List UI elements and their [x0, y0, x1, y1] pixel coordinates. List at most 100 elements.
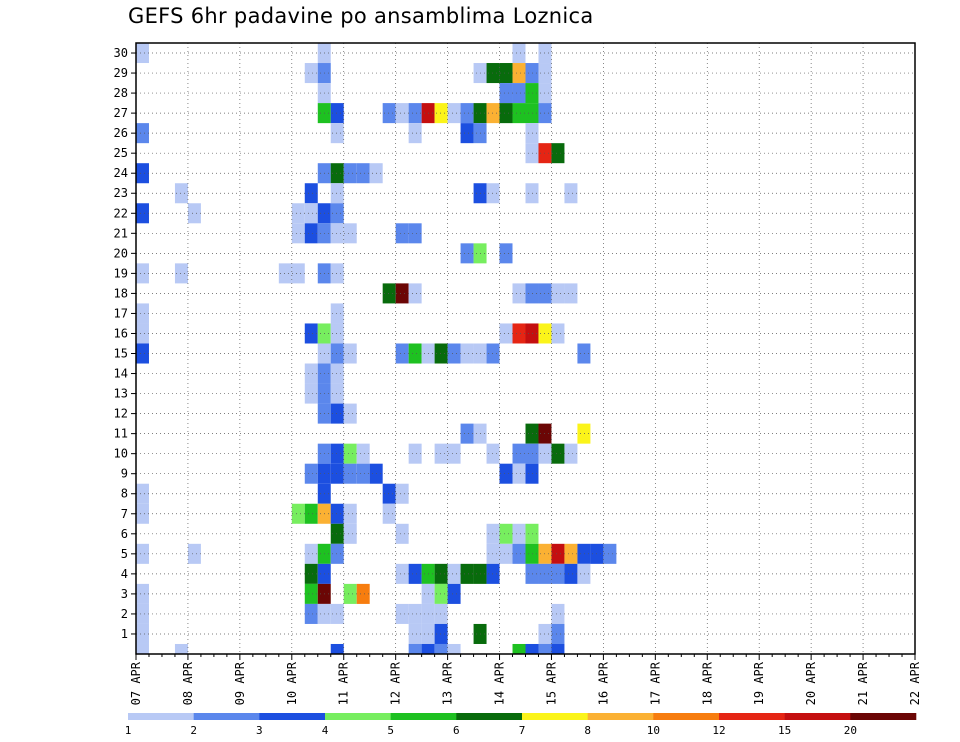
- heatmap-cell: [434, 643, 448, 654]
- colorbar-swatch: [784, 713, 851, 720]
- colorbar-label: 1: [125, 724, 132, 737]
- y-tick-label: 25: [114, 146, 128, 160]
- heatmap-cell: [395, 283, 409, 304]
- y-tick-label: 19: [114, 266, 128, 280]
- heatmap-cell: [291, 263, 305, 284]
- heatmap-cell: [447, 343, 461, 364]
- y-tick-label: 17: [114, 306, 128, 320]
- heatmap-cell: [525, 543, 539, 564]
- y-tick-label: 1: [121, 627, 128, 641]
- heatmap-cell: [525, 63, 539, 84]
- heatmap-cell: [564, 443, 578, 464]
- heatmap-cell: [525, 183, 539, 204]
- heatmap-cell: [304, 463, 318, 484]
- heatmap-cell: [136, 543, 149, 564]
- heatmap-cell: [538, 643, 552, 654]
- heatmap-cell: [551, 543, 565, 564]
- x-tick-label: 09 APR: [233, 661, 247, 705]
- heatmap-cell: [330, 203, 344, 224]
- heatmap-cell: [136, 343, 149, 364]
- heatmap-cell: [499, 103, 513, 124]
- y-tick-label: 28: [114, 86, 128, 100]
- heatmap-cell: [447, 443, 461, 464]
- heatmap-cell: [304, 543, 318, 564]
- heatmap-cell: [304, 603, 318, 624]
- heatmap-cell: [330, 383, 344, 404]
- heatmap-cell: [304, 363, 318, 384]
- heatmap-cell: [512, 103, 526, 124]
- heatmap-cell: [486, 543, 500, 564]
- heatmap-cell: [174, 183, 188, 204]
- heatmap-cell: [525, 143, 539, 164]
- colorbar-swatch: [850, 713, 917, 720]
- heatmap-cell: [304, 183, 318, 204]
- heatmap-cell: [460, 563, 474, 584]
- heatmap-cell: [136, 623, 149, 644]
- heatmap-cell: [408, 603, 422, 624]
- heatmap-cell: [330, 103, 344, 124]
- heatmap-cell: [395, 563, 409, 584]
- heatmap-cell: [408, 443, 422, 464]
- heatmap-cell: [304, 323, 318, 344]
- y-tick-label: 7: [121, 507, 128, 521]
- heatmap-cell: [343, 223, 357, 244]
- heatmap-cell: [408, 223, 422, 244]
- colorbar-swatch: [522, 713, 588, 720]
- x-tick-label: 08 APR: [181, 661, 195, 705]
- heatmap-cell: [330, 603, 344, 624]
- colorbar-swatch: [325, 713, 391, 720]
- colorbar-swatch: [456, 713, 523, 720]
- x-tick-label: 19 APR: [752, 661, 766, 705]
- heatmap-cell: [434, 603, 448, 624]
- y-tick-label: 3: [121, 587, 128, 601]
- heatmap-cell: [343, 463, 357, 484]
- heatmap-cell: [525, 83, 539, 104]
- heatmap-cell: [343, 403, 357, 424]
- heatmap-cell: [291, 503, 305, 524]
- heatmap-cell: [499, 83, 513, 104]
- heatmap-cell: [395, 343, 409, 364]
- heatmap-cell: [382, 483, 396, 504]
- heatmap-cell: [174, 263, 188, 284]
- heatmap-cell: [330, 263, 344, 284]
- heatmap-cell: [330, 303, 344, 324]
- heatmap-cell: [395, 103, 409, 124]
- heatmap-cell: [551, 443, 565, 464]
- heatmap-cell: [434, 103, 448, 124]
- y-tick-label: 29: [114, 66, 128, 80]
- heatmap-cell: [551, 283, 565, 304]
- y-tick-label: 21: [114, 226, 128, 240]
- heatmap-cell: [408, 283, 422, 304]
- y-tick-label: 26: [114, 126, 128, 140]
- heatmap-cell: [434, 343, 448, 364]
- heatmap-cell: [577, 543, 591, 564]
- colorbar-label: 4: [322, 724, 329, 737]
- heatmap-cell: [551, 603, 565, 624]
- heatmap-cell: [551, 323, 565, 344]
- heatmap-cell: [512, 543, 526, 564]
- heatmap-cell: [447, 563, 461, 584]
- heatmap-cell: [356, 583, 370, 604]
- heatmap-cell: [512, 43, 526, 64]
- heatmap-cell: [512, 323, 526, 344]
- heatmap-cell: [512, 63, 526, 84]
- heatmap-cell: [551, 143, 565, 164]
- heatmap-cells: [136, 43, 617, 654]
- x-axis: 07 APR 08 APR 09 APR 10 APR 11 APR 12 APR 13 A…: [129, 654, 922, 705]
- x-tick-label: 20 APR: [804, 661, 818, 705]
- heatmap-cell: [499, 63, 513, 84]
- colorbar-legend: 1 2 3 4 5 6 7 8 10 12 15 20: [125, 713, 917, 737]
- heatmap-cell: [486, 183, 500, 204]
- heatmap-cell: [330, 123, 344, 144]
- heatmap-cell: [330, 443, 344, 464]
- heatmap-cell: [525, 643, 539, 654]
- heatmap-cell: [330, 643, 344, 654]
- heatmap-cell: [395, 223, 409, 244]
- y-tick-label: 5: [121, 547, 128, 561]
- x-tick-label: 21 APR: [856, 661, 870, 705]
- heatmap-cell: [525, 423, 539, 444]
- colorbar-label: 10: [647, 724, 660, 737]
- colorbar-label: 20: [844, 724, 857, 737]
- heatmap-cell: [136, 323, 149, 344]
